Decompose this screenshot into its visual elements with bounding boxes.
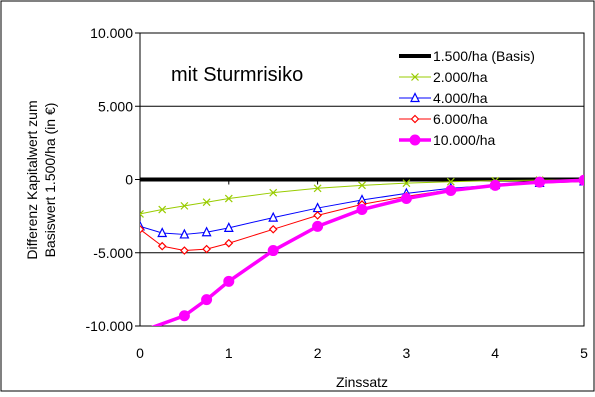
data-point (202, 198, 211, 207)
data-point (313, 184, 322, 193)
y-tick-label: 5.000 (98, 98, 133, 114)
legend-item: 6.000/ha (399, 111, 488, 127)
gridlines (140, 105, 584, 254)
x-tick-label: 3 (403, 345, 411, 361)
legend-label: 6.000/ha (433, 111, 488, 127)
data-point (409, 134, 421, 146)
data-point (410, 92, 420, 103)
legend-label: 2.000/ha (433, 69, 488, 85)
data-point (446, 177, 455, 186)
y-tick-label: -10.000 (86, 318, 134, 334)
data-point (223, 275, 235, 287)
data-point (578, 174, 584, 186)
legend-label: 4.000/ha (433, 90, 488, 106)
data-point (224, 238, 234, 248)
chart-annotation: mit Sturmrisiko (171, 64, 303, 86)
x-tick-label: 4 (491, 345, 499, 361)
x-axis-label: Zinssatz (336, 374, 388, 390)
data-point (201, 294, 213, 306)
data-point (400, 193, 412, 205)
series-5 (151, 174, 584, 326)
x-tick-label: 2 (314, 345, 322, 361)
data-point (445, 184, 457, 196)
data-point (224, 194, 233, 203)
y-tick-label: 10.000 (90, 25, 133, 41)
data-point (178, 310, 190, 322)
data-point (157, 241, 167, 251)
data-point (534, 176, 546, 188)
data-point (179, 228, 190, 239)
legend-item: 1.500/ha (Basis) (399, 48, 535, 64)
legend-item: 10.000/ha (399, 132, 495, 148)
x-tick-label: 5 (580, 345, 588, 361)
data-point (157, 227, 168, 238)
data-point (180, 246, 189, 255)
data-point (358, 181, 366, 190)
data-point (313, 211, 322, 220)
legend-item: 4.000/ha (399, 90, 488, 106)
data-point (269, 188, 278, 197)
data-point (410, 114, 420, 124)
data-point (312, 220, 324, 232)
legend: 1.500/ha (Basis) 2.000/ha 4.000/ha 6.000/ha… (399, 48, 535, 148)
legend-label: 1.500/ha (Basis) (433, 48, 535, 64)
data-point (411, 73, 419, 81)
legend-label: 10.000/ha (433, 132, 495, 148)
y-tick-label: -5.000 (93, 245, 133, 261)
data-point (158, 205, 167, 214)
data-point (268, 211, 279, 222)
data-point (140, 210, 144, 218)
data-point (140, 224, 145, 234)
data-point (356, 204, 368, 216)
data-point (180, 201, 189, 210)
data-point (202, 244, 211, 254)
data-point (223, 222, 234, 232)
y-axis-label-line-2: Basiswert 1.500/ha (in €) (42, 103, 58, 258)
x-tick-label: 1 (225, 345, 233, 361)
y-axis-label-line-1: Differenz Kapitalwert zum (24, 100, 40, 259)
data-point (489, 179, 501, 191)
legend-item: 2.000/ha (399, 69, 488, 85)
y-tick-label: 0 (125, 172, 133, 188)
data-point (201, 226, 212, 237)
data-point (268, 224, 278, 234)
series (140, 174, 584, 326)
x-tick-label: 0 (136, 345, 144, 361)
data-point (402, 179, 411, 188)
data-point (267, 245, 279, 257)
